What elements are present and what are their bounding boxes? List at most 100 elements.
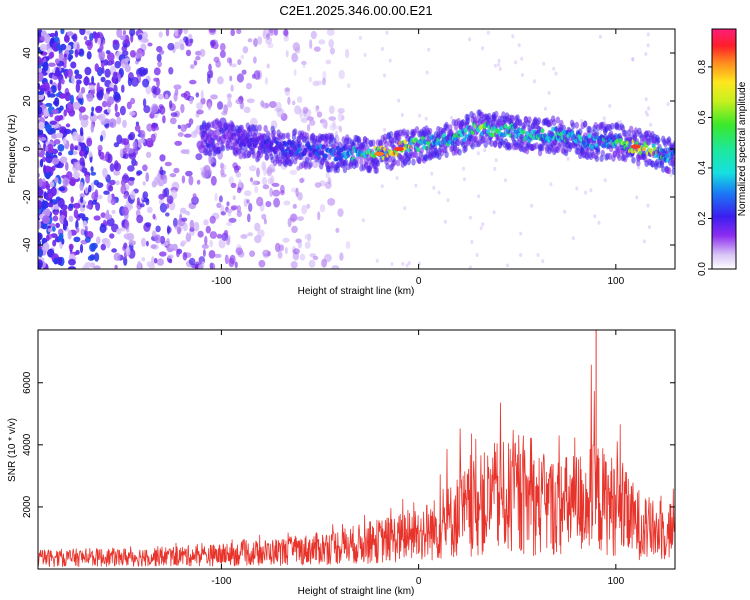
noise-blob [203,219,209,226]
noise-blob [299,177,304,184]
noise-blob [584,190,588,195]
noise-blob [566,156,570,161]
noise-blob [249,250,256,257]
noise-blob [59,156,68,164]
noise-blob [329,123,337,131]
noise-blob [109,179,116,186]
noise-blob [154,257,158,264]
noise-blob [95,202,101,211]
noise-blob [145,151,152,158]
noise-blob [54,115,62,122]
noise-blob [154,234,162,244]
noise-blob [229,75,233,82]
noise-blob [227,93,232,102]
noise-blob [247,213,251,223]
noise-blob [123,256,128,266]
noise-blob [319,119,325,124]
noise-blob [514,60,518,65]
noise-blob [477,194,481,199]
noise-blob [80,117,89,128]
spectral-blob [463,145,468,152]
noise-blob [189,38,194,43]
noise-blob [146,206,153,214]
noise-blob [226,201,230,207]
noise-blob [327,177,332,185]
noise-blob [536,253,540,257]
noise-blob [217,101,224,110]
spectral-blob [616,145,621,153]
noise-blob [113,169,121,176]
noise-blob [97,144,103,152]
noise-blob [177,124,181,129]
noise-blob [70,61,77,69]
noise-blob [230,182,237,189]
noise-blob [254,222,261,232]
noise-blob [644,110,648,115]
noise-blob [292,100,296,106]
noise-blob [159,170,166,175]
noise-blob [45,145,49,152]
noise-blob [263,29,270,36]
spectral-blob [574,121,579,129]
spectral-blob [238,152,243,160]
x-tick-label: 100 [607,276,624,287]
noise-blob [302,106,309,114]
noise-blob [121,206,129,216]
noise-blob [263,218,267,225]
noise-blob [94,189,99,198]
noise-blob [93,265,101,269]
noise-blob [181,175,186,184]
spectral-blob [264,153,269,161]
noise-blob [105,153,109,162]
spectral-blob [595,145,601,153]
noise-blob [48,62,56,67]
noise-blob [192,193,197,198]
noise-blob [332,119,336,130]
noise-blob [519,253,523,257]
noise-blob [44,124,52,130]
noise-blob [100,243,107,251]
noise-blob [121,84,125,93]
noise-blob [58,186,66,192]
noise-blob [608,103,612,108]
noise-blob [72,131,79,141]
noise-blob [67,68,73,79]
noise-blob [669,172,673,177]
noise-blob [42,156,46,163]
noise-blob [72,101,81,110]
noise-blob [306,124,311,132]
spectral-blob [664,153,669,159]
noise-blob [339,125,342,133]
y-tick-label: 6000 [22,371,33,394]
noise-blob [188,257,196,266]
spectral-blob [578,128,583,136]
y-tick-label: 20 [22,95,33,107]
noise-blob [200,90,204,100]
noise-blob [174,29,179,37]
noise-blob [246,82,252,90]
noise-blob [184,210,189,215]
noise-blob [315,107,320,113]
noise-blob [142,191,149,200]
spectral-blob [536,117,542,125]
noise-blob [88,184,92,193]
noise-blob [108,118,117,128]
noise-blob [158,31,163,38]
noise-blob [79,181,84,191]
noise-blob [205,225,211,234]
noise-blob [468,265,472,269]
noise-blob [79,243,84,254]
noise-blob [124,219,130,230]
spectral-blob [232,135,237,141]
noise-blob [427,47,431,52]
noise-blob [49,127,56,135]
noise-blob [214,192,218,202]
noise-blob [228,257,235,268]
noise-blob [113,71,118,77]
noise-blob [430,171,434,176]
noise-blob [294,46,301,54]
noise-blob [437,190,441,195]
noise-blob [81,167,88,174]
noise-blob [106,217,115,227]
noise-blob [76,227,80,233]
